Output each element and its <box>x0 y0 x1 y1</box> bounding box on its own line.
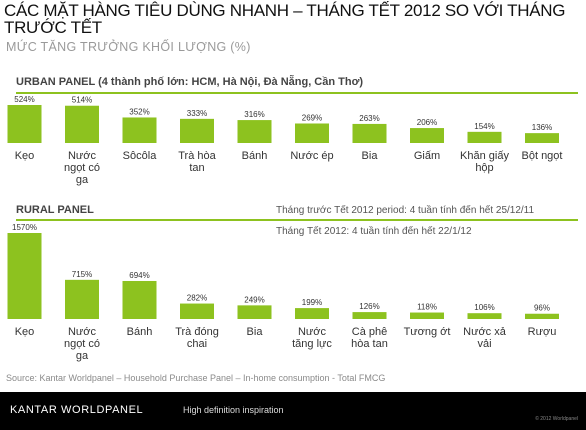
rural-value-label-1: 715% <box>72 270 92 279</box>
rural-value-label-9: 96% <box>534 304 550 313</box>
rural-bar-9 <box>525 313 559 319</box>
urban-value-label-4: 316% <box>244 110 264 119</box>
urban-panel-title: URBAN PANEL (4 thành phố lớn: HCM, Hà Nộ… <box>16 76 364 88</box>
urban-bar-2 <box>122 117 157 143</box>
urban-bar-4 <box>237 120 272 143</box>
urban-category-label-9: Bột ngọt <box>522 150 563 162</box>
urban-category-label-2: Sôcôla <box>123 150 158 162</box>
urban-category-label-1: Nước ngọt có ga <box>64 150 100 186</box>
urban-bar-9 <box>525 133 559 143</box>
rural-bar-0 <box>7 233 42 319</box>
urban-bar-8 <box>467 131 502 143</box>
urban-value-label-7: 206% <box>417 118 437 127</box>
urban-value-label-5: 269% <box>302 113 322 122</box>
rural-bar-6 <box>352 312 387 319</box>
note-period-before: Tháng trước Tết 2012 period: 4 tuần tính… <box>276 205 535 216</box>
urban-category-label-7: Giấm <box>414 150 440 162</box>
rural-category-label-9: Rượu <box>528 326 557 338</box>
urban-bar-1 <box>65 105 99 143</box>
urban-value-label-0: 524% <box>14 95 34 104</box>
rural-category-label-2: Bánh <box>127 326 153 338</box>
urban-value-label-2: 352% <box>129 107 149 116</box>
rural-bar-1 <box>65 279 99 319</box>
rural-bar-2 <box>122 280 157 319</box>
urban-bar-7 <box>410 128 444 143</box>
urban-value-label-8: 154% <box>474 122 494 131</box>
rural-value-label-6: 126% <box>359 302 379 311</box>
urban-panel-separator <box>16 92 578 94</box>
rural-bar-8 <box>467 313 502 319</box>
urban-value-label-6: 263% <box>359 114 379 123</box>
rural-bar-3 <box>180 303 214 319</box>
bar-charts: 524% Kẹo 514% Nước ngọt có ga 352% Sôcôla 333% Tr… <box>7 95 563 362</box>
rural-bar-7 <box>410 312 444 319</box>
rural-category-label-6: Cà phê hòa tan <box>351 326 388 350</box>
urban-value-label-1: 514% <box>72 96 92 105</box>
urban-category-label-6: Bia <box>362 150 379 162</box>
rural-value-label-5: 199% <box>302 298 322 307</box>
rural-bar-5 <box>295 308 329 319</box>
rural-value-label-8: 106% <box>474 303 494 312</box>
page-subtitle: MỨC TĂNG TRƯỞNG KHỐI LƯỢNG (%) <box>6 40 251 54</box>
urban-bar-5 <box>295 123 329 143</box>
rural-category-label-5: Nước tăng lực <box>292 326 332 350</box>
urban-category-label-4: Bánh <box>242 150 268 162</box>
rural-category-label-0: Kẹo <box>15 326 35 338</box>
urban-value-label-3: 333% <box>187 109 207 118</box>
urban-bar-3 <box>180 118 214 143</box>
rural-category-label-7: Tương ớt <box>404 326 451 338</box>
urban-category-label-5: Nước ép <box>290 150 333 162</box>
rural-panel-separator <box>16 219 578 221</box>
copyright: © 2012 Worldpanel <box>535 416 578 422</box>
brand-logo: KANTAR WORLDPANEL <box>10 404 144 416</box>
source-note: Source: Kantar Worldpanel – Household Pu… <box>6 373 386 383</box>
rural-category-label-3: Trà đóng chai <box>175 326 219 350</box>
rural-value-label-0: 1570% <box>12 223 37 232</box>
footer-bar: KANTAR WORLDPANEL High definition inspir… <box>0 392 586 430</box>
brand-tagline: High definition inspiration <box>183 405 284 415</box>
rural-value-label-2: 694% <box>129 271 149 280</box>
urban-bar-6 <box>352 123 387 143</box>
rural-category-label-8: Nước xả vải <box>463 326 507 350</box>
rural-value-label-4: 249% <box>244 295 264 304</box>
urban-category-label-3: Trà hòa tan <box>178 150 216 174</box>
rural-value-label-3: 282% <box>187 294 207 303</box>
rural-category-label-1: Nước ngọt có ga <box>64 326 100 362</box>
urban-category-label-0: Kẹo <box>15 150 35 162</box>
urban-bar-0 <box>7 105 42 143</box>
note-period-tet: Tháng Tết 2012: 4 tuần tính đến hết 22/1… <box>276 226 472 237</box>
urban-value-label-9: 136% <box>532 123 552 132</box>
urban-category-label-8: Khăn giấy hộp <box>460 150 509 174</box>
rural-panel-title: RURAL PANEL <box>16 204 94 216</box>
rural-category-label-4: Bia <box>247 326 264 338</box>
rural-bar-4 <box>237 305 272 319</box>
rural-value-label-7: 118% <box>417 303 437 312</box>
page-title: CÁC MẶT HÀNG TIÊU DÙNG NHANH – THÁNG TẾT… <box>4 1 566 37</box>
